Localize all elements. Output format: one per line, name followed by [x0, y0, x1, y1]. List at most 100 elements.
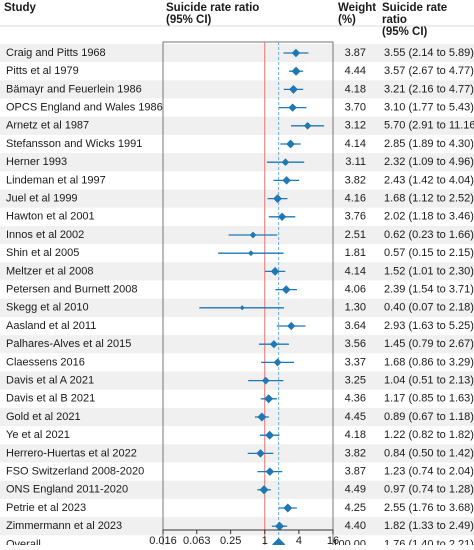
x-tick-label: 1 [262, 535, 268, 545]
ci-label: 3.57 (2.67 to 4.77) [384, 65, 474, 77]
ci-label: 0.84 (0.50 to 1.42) [384, 447, 474, 459]
header-weight: Weight (%) [338, 2, 377, 26]
point-estimate [249, 231, 257, 239]
weight-label: 3.76 [345, 211, 366, 223]
row-band [0, 189, 474, 208]
study-label: Zimmermann et al 2023 [6, 520, 122, 532]
study-label: ONS England 2011-2020 [6, 484, 128, 496]
point-estimate [261, 376, 270, 385]
point-estimate [277, 212, 287, 221]
point-estimate [257, 412, 267, 422]
point-estimate [282, 176, 291, 185]
ci-label: 2.02 (1.18 to 3.46) [384, 211, 474, 223]
point-estimate [288, 103, 297, 112]
point-estimate [273, 194, 282, 204]
ci-label: 1.22 (0.82 to 1.82) [384, 429, 474, 441]
study-label: Bämayr and Feuerlein 1986 [6, 83, 142, 95]
x-tick-label: 0.016 [149, 535, 177, 545]
row-band [0, 407, 474, 427]
point-estimate [281, 158, 290, 167]
ci-label: 1.23 (0.74 to 2.04) [384, 466, 474, 478]
weight-label: 3.64 [345, 320, 366, 332]
weight-label: 2.51 [345, 229, 366, 241]
header-ratio-plot: Suicide rate ratio (95% CI) [166, 2, 260, 26]
study-label: Petrie et al 2023 [6, 502, 86, 514]
study-label: Hawton et al 2001 [6, 211, 95, 223]
weight-label: 3.82 [345, 174, 366, 186]
ci-label: 0.40 (0.07 to 2.18) [384, 302, 474, 314]
ci-label: 1.68 (0.86 to 3.29) [384, 356, 474, 368]
row-band [0, 116, 474, 135]
study-label: Juel et al 1999 [6, 193, 78, 205]
study-label: Ye et al 2021 [6, 429, 70, 441]
point-estimate [270, 267, 280, 276]
weight-label: 4.25 [345, 502, 366, 514]
study-label: Meltzer et al 2008 [6, 265, 93, 277]
row-band [0, 517, 474, 536]
x-tick-label: 0.063 [183, 535, 211, 545]
ci-label: 1.52 (1.01 to 2.30) [384, 265, 474, 277]
weight-label: 1.81 [345, 247, 366, 259]
ci-label: 1.45 (0.79 to 2.67) [384, 338, 474, 350]
row-band [0, 80, 474, 99]
point-estimate [287, 321, 296, 331]
point-estimate [259, 485, 269, 495]
study-label: Arnetz et al 1987 [6, 120, 89, 132]
point-estimate [291, 66, 301, 76]
ci-label: 1.68 (1.12 to 2.52) [384, 193, 474, 205]
row-band [0, 262, 474, 281]
point-estimate [239, 305, 245, 311]
study-label: Overall [6, 538, 41, 545]
x-tick-label: 16 [327, 535, 339, 545]
weight-label: 1.30 [345, 302, 366, 314]
ci-label: 5.70 (2.91 to 11.16) [384, 120, 474, 132]
row-band [0, 371, 474, 390]
study-label: OPCS England and Wales 1986 [6, 102, 163, 114]
row-band [0, 43, 474, 63]
header-study: Study [4, 2, 36, 14]
weight-label: 4.45 [345, 411, 366, 423]
study-label: Stefansson and Wicks 1991 [6, 138, 142, 150]
ci-label: 3.21 (2.16 to 4.77) [384, 83, 474, 95]
study-label: Davis et al A 2021 [6, 375, 94, 387]
point-estimate [281, 285, 291, 294]
ci-label: 2.43 (1.42 to 4.04) [384, 174, 474, 186]
ci-label: 2.39 (1.54 to 3.71) [384, 284, 474, 296]
point-estimate [291, 48, 301, 58]
ci-label: 2.93 (1.63 to 5.25) [384, 320, 474, 332]
point-estimate [269, 340, 278, 349]
ci-label: 2.32 (1.09 to 4.96) [384, 156, 474, 168]
point-estimate [256, 449, 265, 458]
study-label: Gold et al 2021 [6, 411, 81, 423]
weight-label: 4.36 [345, 393, 366, 405]
x-tick-label: 0.25 [220, 535, 241, 545]
weight-label: 3.70 [345, 102, 366, 114]
weight-label: 4.16 [345, 193, 366, 205]
weight-label: 4.18 [345, 83, 366, 95]
ci-label: 3.10 (1.77 to 5.43) [384, 102, 474, 114]
study-label: Lindeman et al 1997 [6, 174, 106, 186]
study-label: FSO Switzerland 2008-2020 [6, 466, 144, 478]
weight-label: 3.37 [345, 356, 366, 368]
ci-label: 1.76 (1.40 to 2.21) [384, 538, 474, 545]
weight-label: 4.14 [345, 265, 366, 277]
study-label: Herrero-Huertas et al 2022 [6, 447, 137, 459]
x-tick-label: 4 [296, 535, 302, 545]
weight-label: 4.49 [345, 484, 366, 496]
study-label: Innos et al 2002 [6, 229, 84, 241]
point-estimate [283, 503, 293, 513]
study-label: Claessens 2016 [6, 356, 85, 368]
study-label: Petersen and Burnett 2008 [6, 284, 137, 296]
ci-label: 0.97 (0.74 to 1.28) [384, 484, 474, 496]
weight-label: 4.40 [345, 520, 366, 532]
study-label: Shin et al 2005 [6, 247, 79, 259]
study-label: Palhares-Alves et al 2015 [6, 338, 131, 350]
point-estimate [264, 394, 274, 404]
ci-label: 2.55 (1.76 to 3.68) [384, 502, 474, 514]
plot-frame [162, 41, 334, 550]
point-estimate [265, 430, 275, 440]
point-estimate [274, 521, 285, 531]
ci-label: 3.55 (2.14 to 5.89) [384, 47, 474, 59]
